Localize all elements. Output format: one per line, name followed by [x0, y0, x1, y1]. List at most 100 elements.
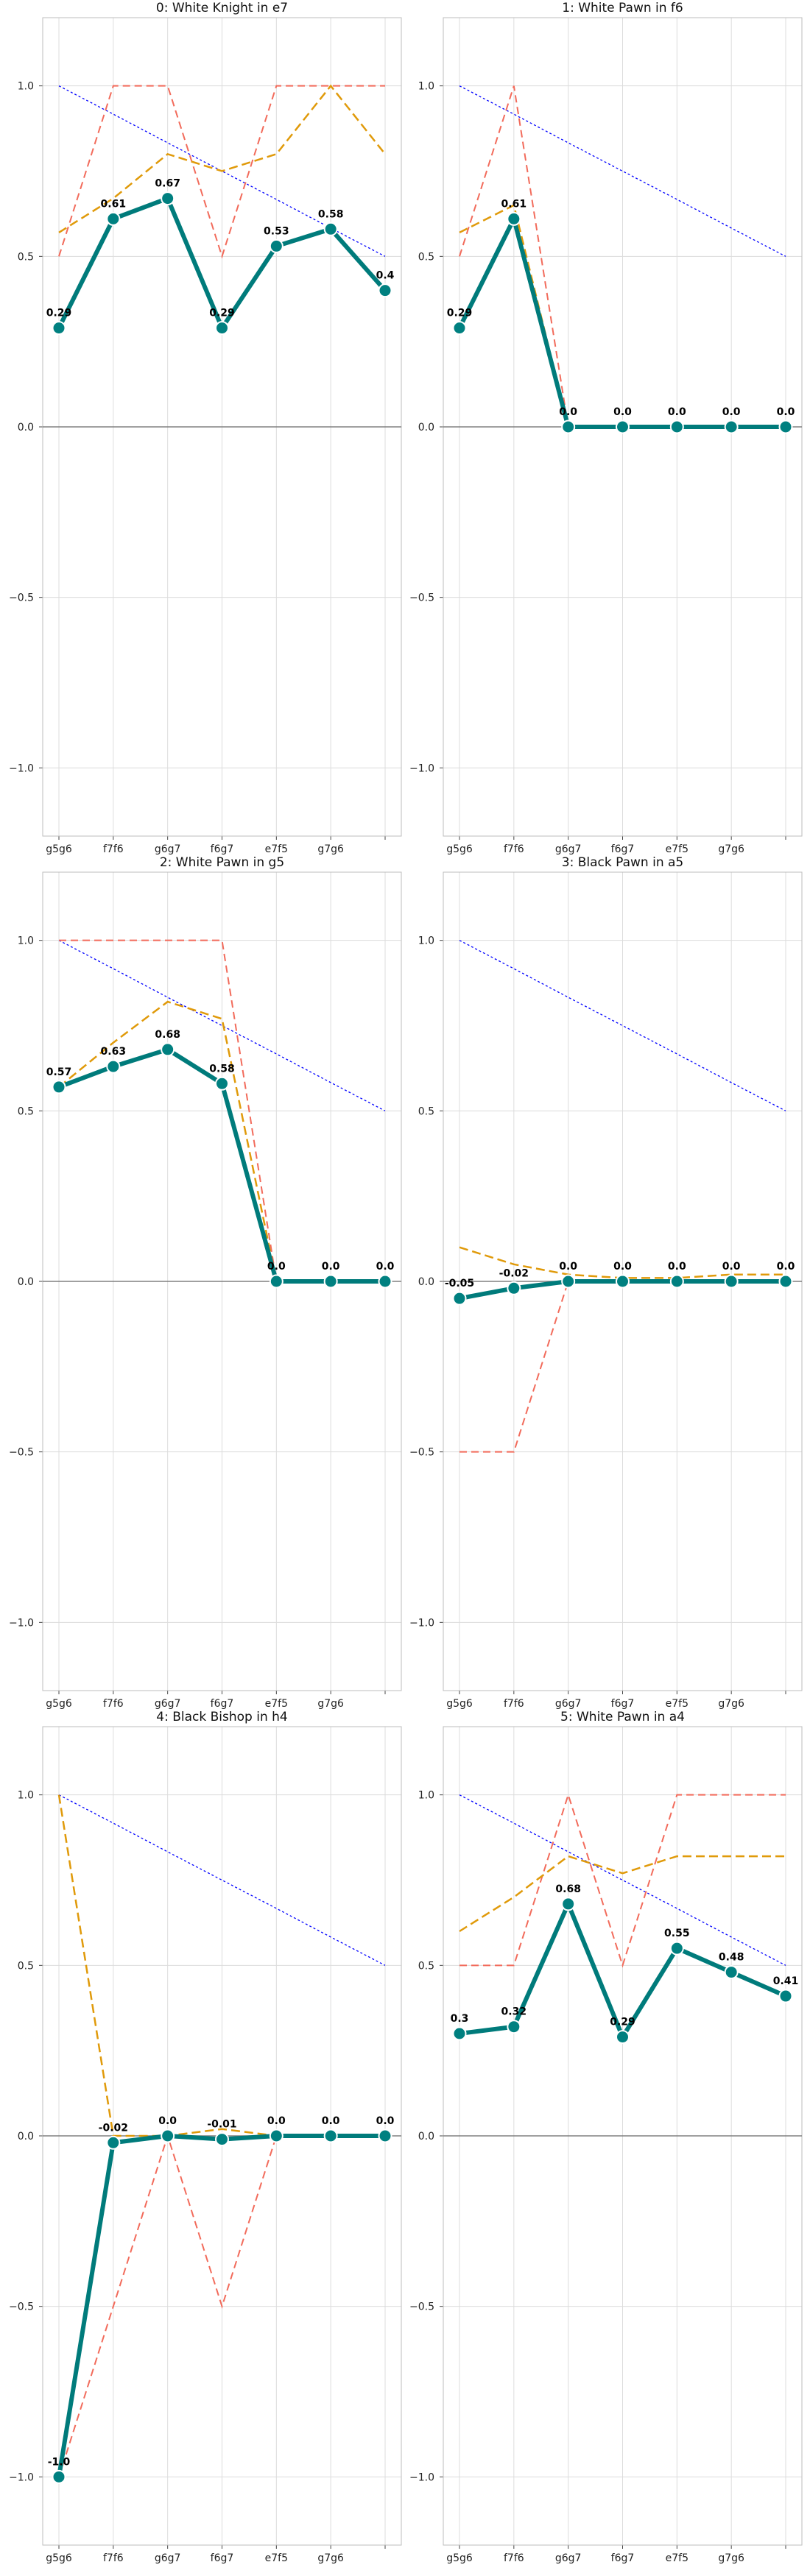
- series-line-blue-dotted: [459, 85, 786, 257]
- x-tick-label: f6g7: [611, 1698, 635, 1710]
- data-point: [561, 420, 576, 434]
- x-tick-label: e7f5: [265, 843, 288, 855]
- chart-title: 5: White Pawn in a4: [560, 1710, 685, 1724]
- data-label: 0.0: [376, 2115, 395, 2127]
- y-tick-label: −1.0: [409, 1617, 434, 1629]
- chart-title: 3: Black Pawn in a5: [562, 855, 683, 870]
- y-tick-label: 0.0: [418, 422, 434, 434]
- x-tick-label: f7f6: [103, 1698, 124, 1710]
- x-tick-label: g6g7: [155, 1698, 181, 1710]
- y-tick-label: −0.5: [9, 1447, 34, 1459]
- y-tick-label: 0.0: [18, 422, 34, 434]
- x-tick-label: g6g7: [555, 1698, 582, 1710]
- data-point: [215, 1076, 229, 1091]
- data-point: [161, 1042, 175, 1057]
- data-label: -0.02: [499, 1267, 529, 1279]
- y-tick-label: 0.0: [18, 2131, 34, 2142]
- data-point: [378, 1274, 392, 1289]
- data-point: [724, 420, 739, 434]
- x-tick-label: g6g7: [555, 2552, 582, 2564]
- data-point: [561, 1897, 576, 1911]
- data-point: [778, 1989, 793, 2003]
- x-tick-label: g6g7: [155, 843, 181, 855]
- data-point: [507, 2020, 521, 2034]
- data-label: 0.0: [322, 1261, 340, 1273]
- y-tick-label: 1.0: [18, 81, 34, 93]
- data-point: [778, 420, 793, 434]
- data-point: [106, 1059, 121, 1074]
- x-tick-label: g7g6: [317, 843, 344, 855]
- x-tick-label: e7f5: [666, 1698, 688, 1710]
- data-label: 0.0: [722, 406, 741, 418]
- data-label: 0.0: [376, 1261, 395, 1273]
- y-tick-label: 1.0: [418, 935, 434, 947]
- data-label: 0.58: [209, 1063, 235, 1075]
- x-tick-label: f7f6: [504, 843, 524, 855]
- series-line-orange-dashed: [58, 1000, 278, 1282]
- y-tick-label: 0.0: [18, 1276, 34, 1288]
- y-tick-label: 0.0: [418, 1276, 434, 1288]
- data-label: 0.29: [209, 308, 235, 319]
- x-tick-label: f6g7: [611, 2552, 635, 2564]
- data-point: [215, 321, 229, 336]
- y-tick-label: 1.0: [418, 81, 434, 93]
- chart-panel-4: 4: Black Bishop in h4 g5g6 f7f6 g6g7 f6g7 e7f…: [9, 1710, 402, 2564]
- data-point: [323, 222, 338, 236]
- series-line-red-dashed: [459, 1792, 786, 1968]
- data-point: [507, 211, 521, 226]
- data-point: [669, 420, 684, 434]
- data-point: [724, 1274, 739, 1289]
- x-tick-label: g5g6: [46, 843, 72, 855]
- data-label: 0.61: [101, 198, 127, 210]
- y-tick-label: −1.0: [9, 1617, 34, 1629]
- data-label: 0.4: [376, 270, 395, 282]
- y-tick-label: −0.5: [9, 2301, 34, 2313]
- chart-title: 2: White Pawn in g5: [160, 855, 284, 870]
- data-point: [452, 321, 467, 336]
- data-label: 0.29: [447, 308, 473, 319]
- x-tick-label: f6g7: [211, 2552, 234, 2564]
- data-label: 0.0: [668, 1261, 686, 1273]
- y-tick-label: 1.0: [18, 935, 34, 947]
- data-point: [269, 1274, 284, 1289]
- chart-panel-1: 1: White Pawn in f6 g5g6 f7f6 g6g7 f6g7 e7f5 g…: [409, 1, 803, 855]
- data-point: [323, 1274, 338, 1289]
- chart-panel-3: 3: Black Pawn in a5 g5g6 f7f6 g6g7 f6g7 e7f5 g…: [409, 855, 803, 1710]
- series-line-red-dashed: [459, 85, 569, 428]
- y-tick-label: −0.5: [409, 592, 434, 604]
- x-tick-label: g5g6: [446, 2552, 473, 2564]
- x-tick-label: f7f6: [504, 1698, 524, 1710]
- chart-title: 0: White Knight in e7: [156, 1, 288, 15]
- data-point: [269, 2129, 284, 2143]
- data-label: -0.02: [99, 2122, 128, 2134]
- series-line-blue-dotted: [459, 940, 786, 1111]
- series-line-blue-dotted: [58, 1794, 386, 1966]
- y-tick-label: −0.5: [409, 1447, 434, 1459]
- data-label: 0.3: [451, 2013, 469, 2025]
- data-label: -0.05: [445, 1278, 474, 1289]
- data-label: 0.0: [267, 2115, 286, 2127]
- y-tick-label: 0.5: [418, 1105, 434, 1117]
- x-tick-label: g7g6: [317, 1698, 344, 1710]
- series-line-red-dashed: [59, 939, 278, 1282]
- data-label: -0.01: [207, 2119, 236, 2131]
- data-label: 0.0: [722, 1261, 741, 1273]
- data-point: [724, 1965, 739, 1980]
- series-line-blue-dotted: [58, 940, 386, 1111]
- x-tick-label: e7f5: [265, 1698, 288, 1710]
- data-point: [52, 2469, 66, 2484]
- x-tick-label: f7f6: [504, 2552, 524, 2564]
- data-label: 0.68: [155, 1029, 180, 1041]
- data-label: 0.0: [668, 406, 686, 418]
- x-tick-label: e7f5: [666, 843, 688, 855]
- data-point: [161, 2129, 175, 2143]
- series-line-red-dashed: [58, 85, 385, 259]
- data-point: [269, 238, 284, 253]
- x-tick-label: e7f5: [666, 2552, 688, 2564]
- x-tick-label: e7f5: [265, 2552, 288, 2564]
- chart-title: 4: Black Bishop in h4: [156, 1710, 287, 1724]
- data-point: [669, 1941, 684, 1956]
- series-line-orange-dashed: [58, 84, 386, 233]
- data-point: [106, 2135, 121, 2150]
